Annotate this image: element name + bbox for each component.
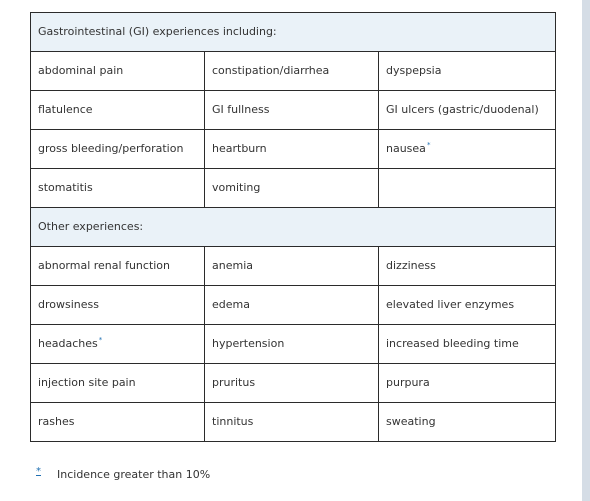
table-cell: injection site pain bbox=[30, 363, 205, 403]
table-cell: nausea* bbox=[377, 129, 557, 169]
table-cell: purpura bbox=[377, 363, 557, 403]
cell-text: stomatitis bbox=[38, 181, 93, 194]
table-cell: elevated liver enzymes bbox=[377, 285, 557, 325]
table-cell: anemia bbox=[204, 246, 379, 286]
footnote-marker[interactable]: * bbox=[98, 336, 103, 345]
table-row: abdominal pain constipation/diarrhea dyspe… bbox=[30, 51, 557, 91]
footnote-marker-link[interactable]: * bbox=[36, 466, 41, 477]
table-cell: GI ulcers (gastric/duodenal) bbox=[377, 90, 557, 130]
cell-text: vomiting bbox=[212, 181, 261, 194]
cell-text: pruritus bbox=[212, 376, 256, 389]
cell-text: dyspepsia bbox=[386, 64, 442, 77]
table-body: Gastrointestinal (GI) experiences includ… bbox=[29, 12, 557, 442]
table-cell: stomatitis bbox=[30, 168, 205, 208]
table-cell: gross bleeding/perforation bbox=[30, 129, 205, 169]
table-cell: abdominal pain bbox=[30, 51, 205, 91]
cell-text: sweating bbox=[386, 415, 436, 428]
cell-text: constipation/diarrhea bbox=[212, 64, 330, 77]
table-cell bbox=[377, 168, 557, 208]
cell-text: increased bleeding time bbox=[386, 337, 519, 350]
cell-text: GI fullness bbox=[212, 103, 270, 116]
table-cell: increased bleeding time bbox=[377, 324, 557, 364]
table-row: injection site pain pruritus purpura bbox=[30, 363, 557, 403]
cell-text: elevated liver enzymes bbox=[386, 298, 515, 311]
table-cell: headaches* bbox=[30, 324, 205, 364]
cell-text: nausea bbox=[386, 142, 426, 155]
cell-text: injection site pain bbox=[38, 376, 136, 389]
cell-text: hypertension bbox=[212, 337, 285, 350]
cell-text: anemia bbox=[212, 259, 253, 272]
table-row: rashes tinnitus sweating bbox=[30, 402, 557, 442]
table-cell: GI fullness bbox=[204, 90, 379, 130]
scrollbar-track[interactable] bbox=[582, 0, 590, 501]
table-cell: flatulence bbox=[30, 90, 205, 130]
table-row: abnormal renal function anemia dizziness bbox=[30, 246, 557, 286]
footnote: * Incidence greater than 10% bbox=[36, 466, 211, 481]
table-cell: constipation/diarrhea bbox=[204, 51, 379, 91]
table-row: headaches* hypertension increased bleeding… bbox=[30, 324, 557, 364]
cell-text: flatulence bbox=[38, 103, 93, 116]
cell-text: dizziness bbox=[386, 259, 436, 272]
footnote-marker[interactable]: * bbox=[426, 141, 431, 150]
cell-text: drowsiness bbox=[38, 298, 99, 311]
cell-text: abdominal pain bbox=[38, 64, 124, 77]
table-cell: dyspepsia bbox=[377, 51, 557, 91]
table-row: flatulence GI fullness GI ulcers (gastric/… bbox=[30, 90, 557, 130]
table-cell: dizziness bbox=[377, 246, 557, 286]
table-row: drowsiness edema elevated liver enzymes bbox=[30, 285, 557, 325]
table-cell: rashes bbox=[30, 402, 205, 442]
table-cell: tinnitus bbox=[204, 402, 379, 442]
table-cell: heartburn bbox=[204, 129, 379, 169]
table-cell: abnormal renal function bbox=[30, 246, 205, 286]
section-header-row: Other experiences: bbox=[29, 207, 557, 247]
table-row: gross bleeding/perforation heartburn nause… bbox=[30, 129, 557, 169]
section-header-row: Gastrointestinal (GI) experiences includ… bbox=[29, 12, 557, 52]
cell-text: heartburn bbox=[212, 142, 267, 155]
section-title: Other experiences: bbox=[29, 207, 557, 247]
adverse-experiences-table: Gastrointestinal (GI) experiences includ… bbox=[29, 12, 557, 442]
cell-text: purpura bbox=[386, 376, 430, 389]
footnote-text: Incidence greater than 10% bbox=[57, 468, 211, 481]
table-row: stomatitis vomiting bbox=[30, 168, 557, 208]
table-cell: vomiting bbox=[204, 168, 379, 208]
table-cell: drowsiness bbox=[30, 285, 205, 325]
table-cell: hypertension bbox=[204, 324, 379, 364]
table-cell: sweating bbox=[377, 402, 557, 442]
cell-text: gross bleeding/perforation bbox=[38, 142, 184, 155]
cell-text: abnormal renal function bbox=[38, 259, 171, 272]
table-cell: edema bbox=[204, 285, 379, 325]
cell-text: rashes bbox=[38, 415, 75, 428]
cell-text: edema bbox=[212, 298, 250, 311]
section-title: Gastrointestinal (GI) experiences includ… bbox=[29, 12, 557, 52]
cell-text: headaches bbox=[38, 337, 98, 350]
cell-text: GI ulcers (gastric/duodenal) bbox=[386, 103, 539, 116]
cell-text: tinnitus bbox=[212, 415, 254, 428]
table-cell: pruritus bbox=[204, 363, 379, 403]
